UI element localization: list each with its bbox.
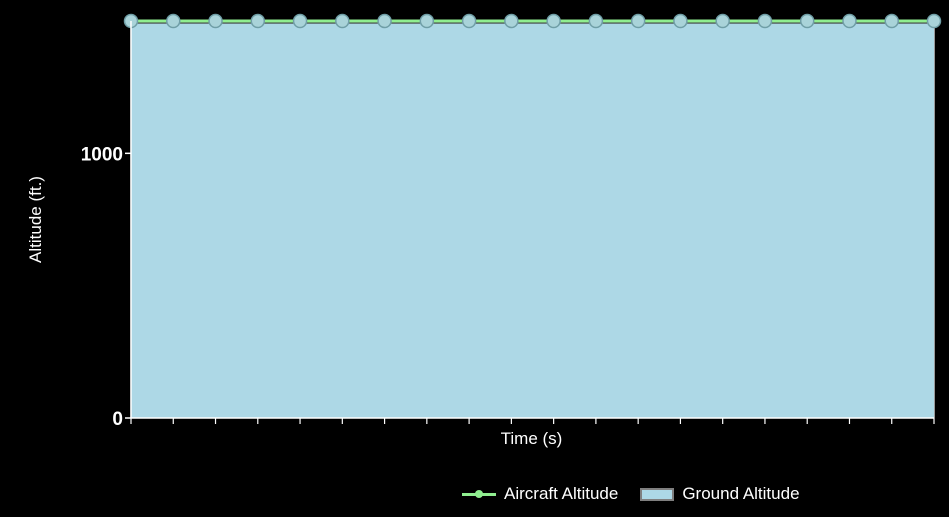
aircraft-altitude-point <box>292 13 308 29</box>
aircraft-altitude-point <box>546 13 561 29</box>
aircraft-altitude-point <box>335 13 350 29</box>
aircraft-altitude-point <box>461 13 477 29</box>
y-tick-label: 0 <box>112 409 123 430</box>
y-tick-label: 1000 <box>81 144 123 165</box>
aircraft-altitude-point <box>757 13 773 29</box>
ticks: 0 1000 <box>81 144 935 430</box>
ground-area-layer <box>131 23 934 418</box>
aircraft-altitude-point <box>842 13 857 29</box>
legend-label-aircraft-altitude: Aircraft Altitude <box>504 484 619 503</box>
aircraft-altitude-point <box>673 13 688 29</box>
aircraft-altitude-point <box>377 13 392 29</box>
legend-label-ground-altitude: Ground Altitude <box>682 484 800 503</box>
legend-item-aircraft-altitude[interactable]: Aircraft Altitude <box>462 484 618 504</box>
legend: Aircraft Altitude Ground Altitude <box>462 481 800 507</box>
axes <box>130 21 934 419</box>
y-axis-label: Altitude (ft.) <box>26 176 45 263</box>
aircraft-altitude-point <box>715 13 730 29</box>
x-axis-label: Time (s) <box>501 429 563 448</box>
aircraft-altitude-point <box>630 13 646 29</box>
aircraft-altitude-point <box>884 13 899 29</box>
aircraft-altitude-point <box>588 13 604 29</box>
legend-item-ground-altitude[interactable]: Ground Altitude <box>640 484 800 504</box>
aircraft-altitude-point <box>250 13 266 29</box>
aircraft-altitude-point <box>799 13 815 29</box>
aircraft-altitude-point <box>926 13 942 29</box>
legend-line-swatch <box>462 489 496 499</box>
aircraft-altitude-point <box>208 13 223 29</box>
aircraft-altitude-point <box>504 13 519 29</box>
aircraft-line-layer <box>123 13 942 29</box>
legend-area-swatch <box>640 487 675 501</box>
aircraft-altitude-point <box>419 13 435 29</box>
ground-altitude-area <box>131 23 934 418</box>
aircraft-altitude-point <box>166 13 181 29</box>
legend-line-marker <box>475 490 483 498</box>
